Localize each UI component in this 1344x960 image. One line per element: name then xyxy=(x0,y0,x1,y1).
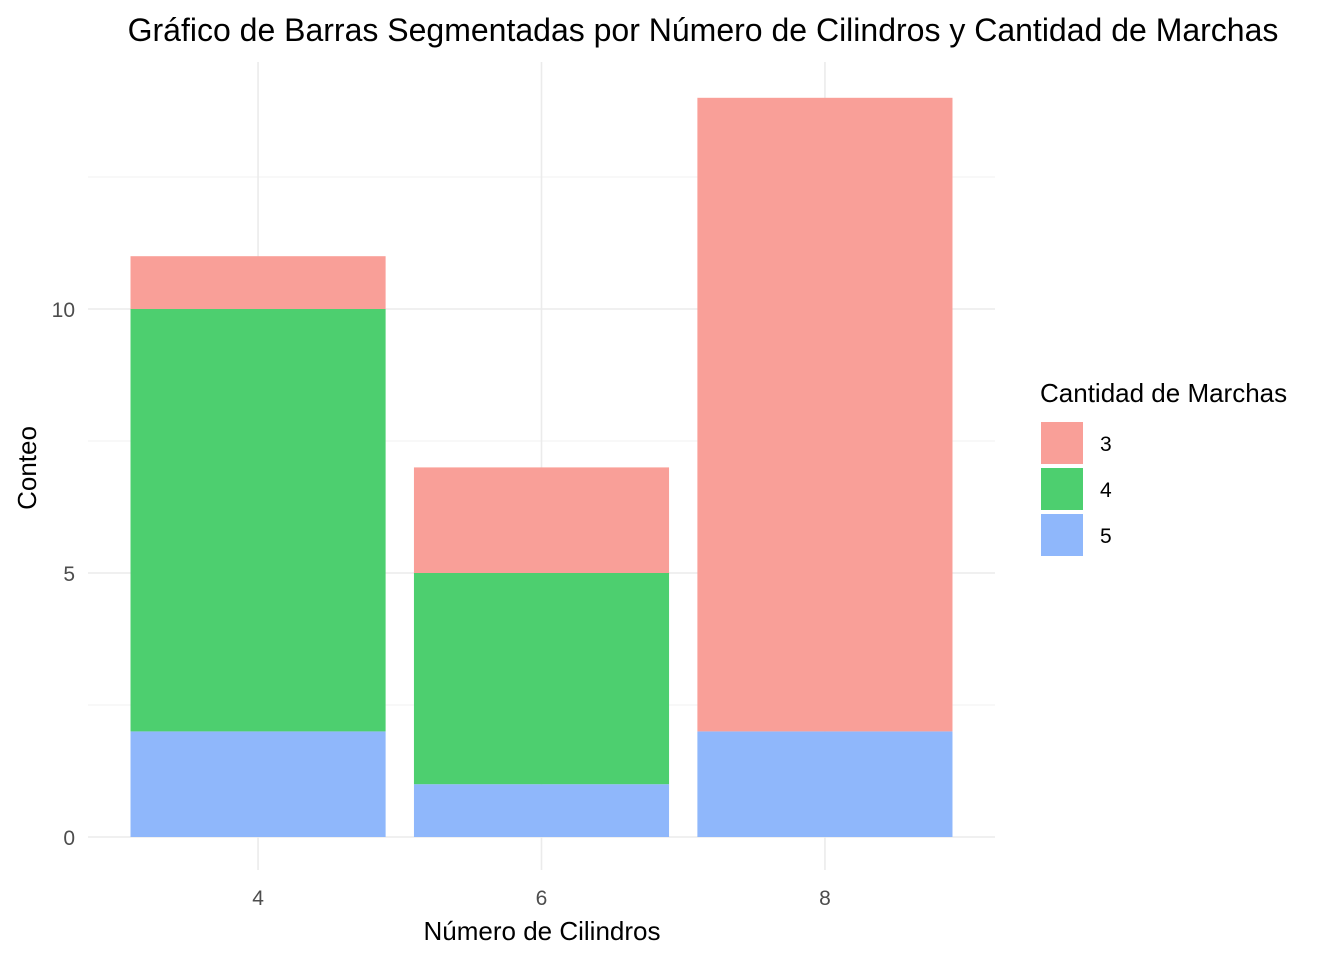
x-tick-labels: 4 6 8 xyxy=(252,887,831,910)
y-tick-label: 0 xyxy=(63,827,75,850)
y-tick-label: 5 xyxy=(63,563,75,586)
legend-swatch-5 xyxy=(1041,514,1083,556)
legend-swatch-4 xyxy=(1041,468,1083,510)
legend-label-5: 5 xyxy=(1100,525,1112,548)
bars xyxy=(130,97,953,837)
legend: Cantidad de Marchas 3 4 5 xyxy=(1040,378,1287,556)
legend-title: Cantidad de Marchas xyxy=(1040,378,1287,408)
legend-label-4: 4 xyxy=(1100,479,1112,502)
y-axis-title: Conteo xyxy=(12,426,42,510)
y-tick-label: 10 xyxy=(52,299,75,322)
x-tick-label: 6 xyxy=(536,887,548,910)
bar-8-gear-5 xyxy=(697,731,953,837)
x-tick-label: 4 xyxy=(252,887,264,910)
chart-title: Gráfico de Barras Segmentadas por Número… xyxy=(128,12,1279,48)
legend-label-3: 3 xyxy=(1100,433,1112,456)
bar-6-gear-4 xyxy=(413,573,670,785)
bar-6-gear-3 xyxy=(413,467,670,573)
y-tick-labels: 0 5 10 xyxy=(52,299,75,850)
bar-4-gear-4 xyxy=(130,309,386,732)
bar-6-gear-5 xyxy=(413,784,670,837)
bar-4-gear-3 xyxy=(130,256,386,309)
x-tick-label: 8 xyxy=(819,887,831,910)
bar-8-gear-3 xyxy=(697,97,953,732)
legend-swatch-3 xyxy=(1041,422,1083,464)
x-axis-title: Número de Cilindros xyxy=(424,916,661,946)
bar-4-gear-5 xyxy=(130,731,386,837)
